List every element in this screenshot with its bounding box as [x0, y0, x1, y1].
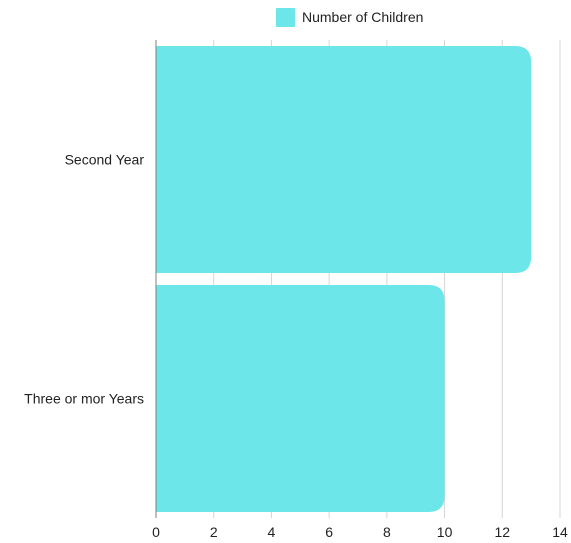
- legend-swatch-number-of-children: [276, 7, 295, 27]
- bars: [156, 46, 532, 512]
- x-tick-label-6: 6: [325, 524, 333, 540]
- x-tick-label-4: 4: [268, 524, 276, 540]
- y-category-label-three-or-mor-years: Three or mor Years: [24, 391, 144, 407]
- x-tick-label-0: 0: [152, 524, 160, 540]
- x-tick-label-12: 12: [494, 524, 510, 540]
- axis-labels: 0 2 4 6 8 10 12 14 Second Year Three or mor Years: [24, 152, 568, 541]
- legend: Number of Children: [276, 7, 423, 27]
- y-category-label-second-year: Second Year: [65, 152, 145, 168]
- bar-second-year: [156, 46, 532, 273]
- legend-label-number-of-children: Number of Children: [302, 9, 424, 25]
- x-tick-label-14: 14: [552, 524, 568, 540]
- bar-three-or-mor-years: [156, 285, 445, 512]
- x-tick-label-10: 10: [437, 524, 453, 540]
- x-tick-label-8: 8: [383, 524, 391, 540]
- x-tick-label-2: 2: [210, 524, 218, 540]
